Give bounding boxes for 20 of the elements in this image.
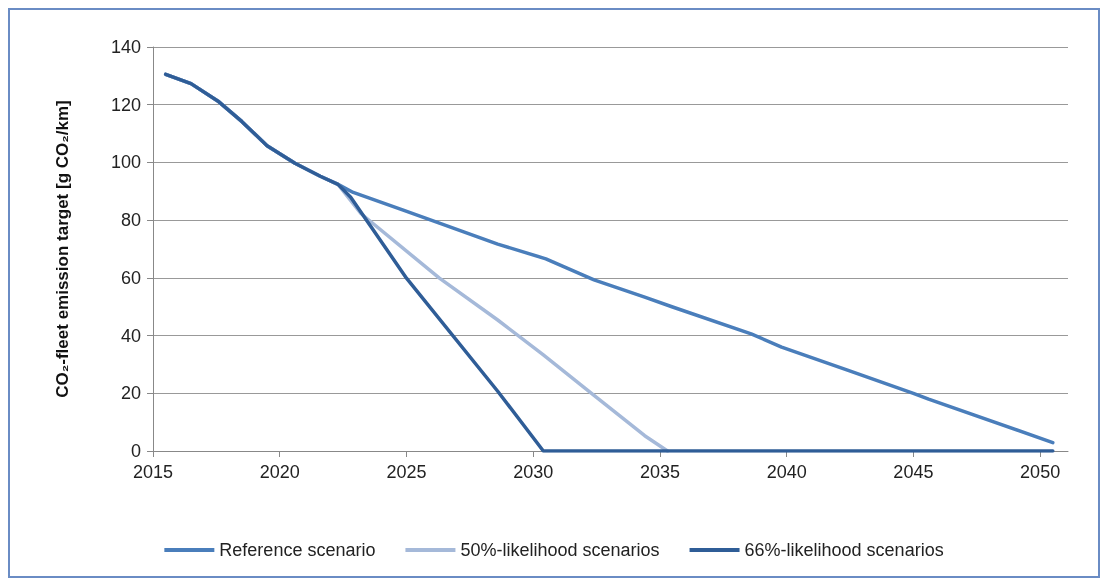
y-tick-label: 40 xyxy=(120,325,141,346)
y-tick-label: 20 xyxy=(120,383,141,404)
y-tick-label: 0 xyxy=(130,441,141,461)
y-tick-label: 100 xyxy=(110,152,141,173)
y-tick-label: 60 xyxy=(120,267,141,288)
y-tick-label: 80 xyxy=(120,210,141,231)
y-axis-title: CO₂-fleet emission target [g CO₂/km] xyxy=(53,100,72,398)
legend-label: 66%-likelihood scenarios xyxy=(744,540,944,560)
x-tick-label: 2040 xyxy=(766,462,807,482)
x-tick-label: 2045 xyxy=(893,462,934,482)
x-tick-label: 2025 xyxy=(386,462,427,482)
x-tick-label: 2030 xyxy=(513,462,554,482)
legend-label: Reference scenario xyxy=(219,540,376,560)
legend-label: 50%-likelihood scenarios xyxy=(460,540,660,560)
x-tick-label: 2035 xyxy=(639,462,680,482)
x-tick-label: 2015 xyxy=(132,462,174,482)
y-tick-label: 120 xyxy=(110,94,141,115)
x-tick-label: 2050 xyxy=(1020,462,1061,482)
x-tick-label: 2020 xyxy=(259,462,300,482)
y-tick-label: 140 xyxy=(110,37,141,57)
